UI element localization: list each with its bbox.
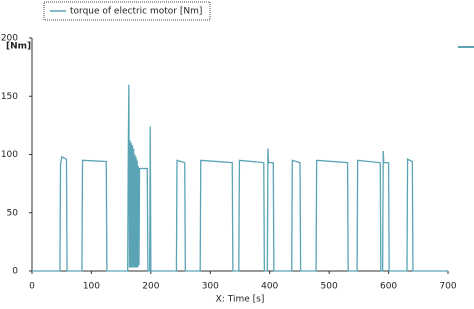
x-tick-label: 300: [202, 282, 219, 292]
x-axis-label: X: Time [s]: [216, 295, 265, 305]
y-tick-label: 50: [7, 208, 19, 218]
y-tick-label: 150: [1, 92, 18, 102]
x-tick-label: 500: [321, 282, 338, 292]
x-tick-label: 0: [29, 282, 35, 292]
x-tick-label: 100: [83, 282, 100, 292]
x-tick-label: 700: [439, 282, 456, 292]
legend-box: [43, 1, 211, 21]
x-tick-label: 400: [261, 282, 278, 292]
y-tick-label: 200: [1, 34, 18, 44]
x-tick-label: 600: [380, 282, 397, 292]
x-tick-label: 200: [142, 282, 159, 292]
y-axis-label: [Nm]: [6, 42, 31, 52]
y-tick-label: 0: [12, 267, 18, 277]
line-series: [32, 84, 448, 272]
legend-label: torque of electric motor [Nm]: [70, 7, 202, 17]
y-tick-label: 100: [1, 150, 18, 160]
